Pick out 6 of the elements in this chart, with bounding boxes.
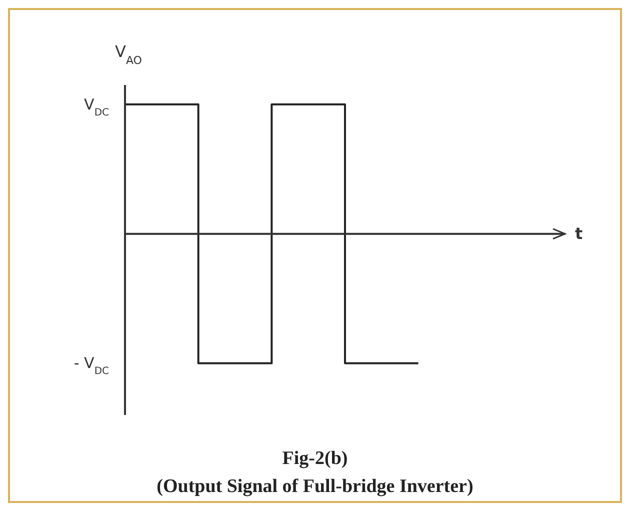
text: t [575,224,583,243]
annotation: V$_{DC}$ [84,95,110,118]
y-axis-title: V$_{AO}$ [115,42,142,66]
annotation: - V$_{DC}$ [74,354,110,377]
text: (Output Signal of Full-bridge Inverter) [156,475,474,499]
text: Fig-2(b) [281,447,349,471]
